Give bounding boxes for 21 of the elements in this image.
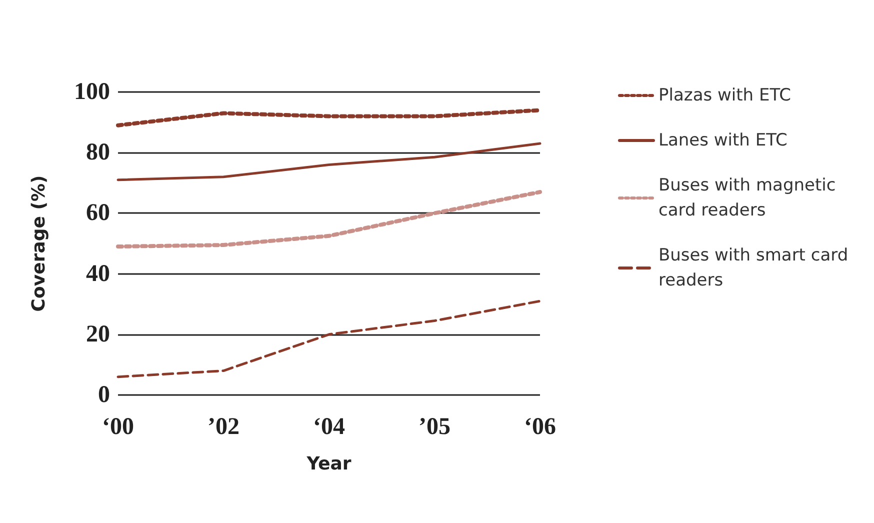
- legend-label: Plazas with ETC: [658, 86, 791, 106]
- legend-label: Buses with smart card readers: [658, 246, 854, 290]
- line-series: [116, 108, 542, 128]
- y-tick-label: 60: [86, 200, 110, 226]
- line-series: [116, 300, 542, 378]
- y-tick-label: 40: [86, 260, 110, 287]
- x-tick-label: ’02: [208, 414, 240, 440]
- legend-label: Buses with magnetic card readers: [658, 176, 842, 220]
- x-axis-title: Year: [306, 454, 352, 474]
- line-series: [116, 142, 542, 182]
- x-tick-label: ‘00: [102, 414, 134, 440]
- y-tick-label: 0: [98, 382, 110, 408]
- x-tick-label: ‘04: [313, 414, 345, 440]
- line-series: [116, 190, 542, 249]
- y-tick-label: 20: [86, 321, 110, 348]
- y-axis-title: Coverage (%): [28, 175, 50, 312]
- legend-label: Lanes with ETC: [658, 130, 788, 150]
- y-tick-label: 100: [74, 79, 110, 105]
- x-tick-label: ‘06: [524, 414, 556, 440]
- y-tick-label: 80: [86, 140, 110, 166]
- x-tick-label: ’05: [418, 414, 450, 440]
